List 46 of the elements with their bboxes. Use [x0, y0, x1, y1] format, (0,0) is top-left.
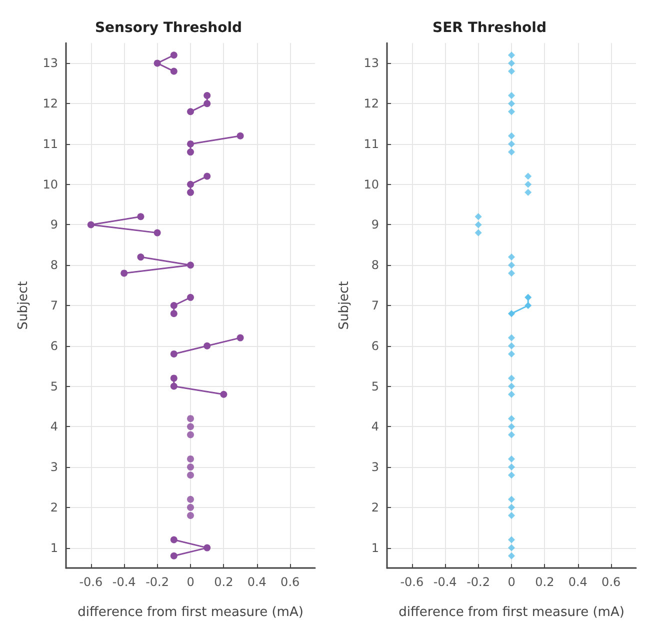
chart-title: Sensory Threshold	[94, 20, 242, 36]
x-tick-label: -0.4	[432, 575, 456, 589]
x-tick-label: 0.2	[534, 575, 554, 589]
x-tick-label: 0.6	[280, 575, 300, 589]
y-tick-label: 11	[42, 136, 58, 151]
y-tick-label: 9	[370, 218, 378, 232]
y-tick-label: 5	[370, 379, 378, 394]
y-tick-label: 1	[50, 540, 58, 555]
y-tick-label: 8	[50, 258, 58, 272]
y-tick-label: 6	[370, 338, 378, 353]
y-tick-label: 11	[363, 136, 378, 151]
y-axis-title: Subject	[336, 281, 352, 330]
x-tick-label: -0.4	[112, 575, 136, 589]
y-tick-label: 12	[363, 96, 378, 111]
x-tick-label: 0	[507, 575, 515, 589]
y-tick-label: 5	[50, 379, 58, 394]
x-tick-label: 0.4	[568, 575, 587, 589]
y-tick-label: 10	[42, 177, 58, 192]
y-tick-label: 9	[50, 218, 58, 232]
y-tick-label: 13	[42, 56, 58, 70]
y-tick-label: 2	[370, 500, 378, 514]
chart-title: SER Threshold	[432, 20, 546, 36]
x-tick-label: 0.4	[247, 575, 266, 589]
y-tick-label: 13	[363, 56, 378, 70]
x-tick-label: 0.2	[214, 575, 234, 589]
y-tick-label: 7	[370, 298, 378, 312]
y-axis-title: Subject	[16, 281, 31, 330]
x-tick-label: 0.6	[601, 575, 620, 589]
x-axis-title: difference from first measure (mA)	[398, 605, 624, 620]
y-tick-label: 3	[50, 460, 58, 474]
x-tick-label: -0.6	[400, 575, 424, 589]
y-tick-label: 4	[50, 420, 58, 434]
x-tick-label: -0.2	[146, 575, 170, 589]
y-tick-label: 8	[370, 258, 378, 272]
y-tick-label: 4	[370, 420, 378, 434]
y-tick-label: 1	[370, 540, 378, 555]
y-tick-label: 7	[50, 298, 58, 312]
x-axis-title: difference from first measure (mA)	[78, 605, 304, 620]
y-tick-label: 12	[42, 96, 58, 111]
y-tick-label: 2	[50, 500, 58, 514]
x-tick-label: 0	[186, 575, 194, 589]
x-tick-label: -0.6	[79, 575, 103, 589]
y-tick-label: 10	[363, 177, 378, 192]
y-tick-label: 6	[50, 338, 58, 353]
x-tick-label: -0.2	[466, 575, 490, 589]
y-tick-label: 3	[370, 460, 378, 474]
